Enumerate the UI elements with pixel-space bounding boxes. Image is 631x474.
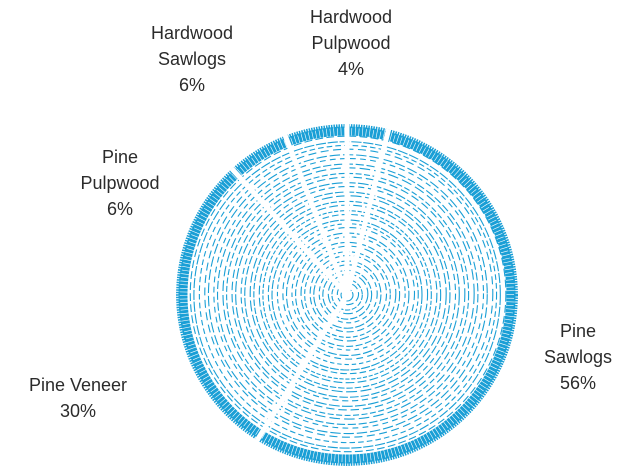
slice-label: Pine Pulpwood 6% <box>65 144 175 222</box>
slice-label: Hardwood Sawlogs 6% <box>127 20 257 98</box>
category-name: Hardwood Sawlogs <box>150 23 234 69</box>
category-name: Pine Veneer <box>28 375 128 395</box>
slice-label: Hardwood Pulpwood 4% <box>286 4 416 82</box>
slice <box>277 124 350 298</box>
slice-label: Pine Sawlogs 56% <box>523 318 631 396</box>
value-label: 4% <box>337 59 364 79</box>
value-label: 30% <box>59 401 97 421</box>
value-label: 6% <box>106 199 133 219</box>
value-label: 6% <box>178 75 205 95</box>
category-name: Pine Sawlogs <box>543 321 613 367</box>
value-label: 56% <box>559 373 597 393</box>
category-name: Pine Pulpwood <box>80 147 160 193</box>
slice-label: Pine Veneer 30% <box>3 372 153 424</box>
category-name: Hardwood Pulpwood <box>309 7 393 53</box>
